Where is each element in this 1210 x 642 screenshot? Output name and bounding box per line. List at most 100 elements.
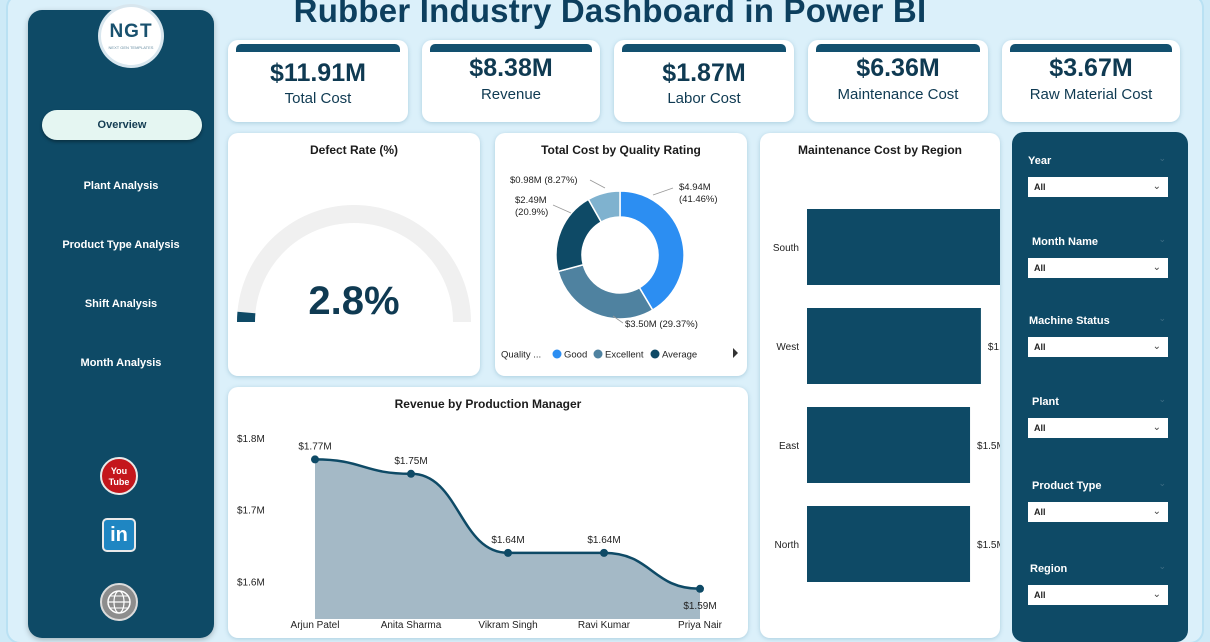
manager-axis-label: Priya Nair bbox=[678, 620, 723, 631]
donut-data-label: $4.94M bbox=[679, 182, 711, 193]
donut-slice-excellent[interactable] bbox=[557, 263, 654, 320]
chevron-down-icon[interactable]: ⌄ bbox=[1158, 561, 1166, 571]
revenue-point[interactable] bbox=[504, 548, 512, 557]
slicer-month-dropdown[interactable]: All ⌄ bbox=[1028, 258, 1168, 278]
chevron-down-icon: ⌄ bbox=[1152, 589, 1161, 600]
nav-overview[interactable]: Overview bbox=[42, 110, 202, 140]
legend-marker-good bbox=[552, 349, 562, 359]
slicer-machine-status-dropdown[interactable]: All ⌄ bbox=[1028, 337, 1168, 357]
legend-title: Quality ... bbox=[501, 350, 541, 361]
chevron-down-icon[interactable]: ⌄ bbox=[1158, 313, 1166, 323]
region-bar-value-label: $1.5M bbox=[977, 540, 1000, 551]
slicer-region-value: All bbox=[1034, 590, 1046, 600]
nav-month-analysis[interactable]: Month Analysis bbox=[80, 357, 162, 369]
revenue-data-label: $1.64M bbox=[491, 535, 524, 546]
kpi-label: Total Cost bbox=[284, 90, 352, 107]
nav-shift-analysis[interactable]: Shift Analysis bbox=[84, 298, 158, 310]
chevron-down-icon[interactable]: ⌄ bbox=[1158, 153, 1166, 163]
donut-slice-poor[interactable] bbox=[587, 190, 621, 223]
kpi-label: Revenue bbox=[480, 86, 542, 103]
legend-next-arrow-icon[interactable] bbox=[733, 348, 738, 358]
kpi-accent-bar bbox=[1010, 44, 1172, 52]
kpi-value: $6.36M bbox=[856, 54, 940, 82]
slicer-plant-label: Plant bbox=[1032, 396, 1059, 408]
kpi-label: Maintenance Cost bbox=[837, 86, 959, 103]
defect-rate-title: Defect Rate (%) bbox=[309, 143, 399, 157]
revenue-by-manager-card[interactable]: Revenue by Production Manager $1.77M Arju… bbox=[228, 387, 748, 638]
slicer-machine-status-label: Machine Status bbox=[1029, 315, 1110, 327]
donut-leader-line bbox=[652, 187, 674, 196]
slicer-product-type-dropdown[interactable]: All ⌄ bbox=[1028, 502, 1168, 522]
chevron-down-icon: ⌄ bbox=[1152, 181, 1161, 192]
maintenance-by-region-chart: South$1.8MWest$1.6MEast$1.5MNorth$1.5M bbox=[773, 209, 1000, 582]
region-bar-value-label: $1.6M bbox=[988, 342, 1000, 353]
cost-by-quality-title: Total Cost by Quality Rating bbox=[541, 143, 701, 157]
legend-marker-average bbox=[650, 349, 660, 359]
youtube-icon[interactable]: You Tube bbox=[100, 457, 138, 495]
page-title: Rubber Industry Dashboard in Power BI bbox=[293, 0, 927, 29]
region-bar-west[interactable] bbox=[807, 308, 981, 384]
legend-item-excellent[interactable]: Excellent bbox=[605, 350, 644, 361]
chevron-down-icon: ⌄ bbox=[1152, 422, 1161, 433]
donut-leader-line bbox=[612, 315, 624, 324]
donut-data-label: $3.50M (29.37%) bbox=[625, 319, 698, 330]
revenue-point[interactable] bbox=[696, 584, 704, 593]
chevron-down-icon[interactable]: ⌄ bbox=[1158, 234, 1166, 244]
slicer-plant-dropdown[interactable]: All ⌄ bbox=[1028, 418, 1168, 438]
slicer-month-label: Month Name bbox=[1032, 236, 1098, 248]
region-axis-label: East bbox=[779, 441, 799, 452]
revenue-data-label: $1.75M bbox=[394, 456, 427, 467]
chevron-down-icon[interactable]: ⌄ bbox=[1158, 394, 1166, 404]
kpi-accent-bar bbox=[622, 44, 786, 52]
gauge-value-arc bbox=[237, 311, 256, 322]
maintenance-by-region-card[interactable]: Maintenance Cost by Region South$1.8MWes… bbox=[760, 133, 1000, 638]
donut-leader-line bbox=[589, 179, 606, 189]
slicer-plant-value: All bbox=[1034, 423, 1046, 433]
legend-item-good[interactable]: Good bbox=[564, 350, 587, 361]
globe-icon bbox=[107, 590, 131, 614]
revenue-data-label: $1.64M bbox=[587, 535, 620, 546]
region-axis-label: North bbox=[775, 540, 799, 551]
chevron-down-icon: ⌄ bbox=[1152, 506, 1161, 517]
kpi-card-revenue: $8.38M Revenue bbox=[422, 40, 600, 122]
nav-product-type-analysis[interactable]: Product Type Analysis bbox=[62, 239, 180, 251]
region-bar-north[interactable] bbox=[807, 506, 971, 582]
linkedin-icon[interactable]: in bbox=[102, 518, 136, 552]
manager-axis-label: Vikram Singh bbox=[478, 620, 537, 631]
revenue-y-tick: $1.8M bbox=[237, 434, 265, 445]
donut-data-label: (20.9%) bbox=[515, 207, 548, 218]
gauge-value-text: 2.8% bbox=[308, 279, 399, 323]
slicer-region-dropdown[interactable]: All ⌄ bbox=[1028, 585, 1168, 605]
kpi-label: Raw Material Cost bbox=[1029, 86, 1153, 103]
manager-axis-label: Anita Sharma bbox=[381, 620, 442, 631]
website-globe-icon[interactable] bbox=[100, 583, 138, 621]
revenue-by-manager-title: Revenue by Production Manager bbox=[394, 397, 582, 411]
slicer-product-type-value: All bbox=[1034, 507, 1046, 517]
logo: NGT NEXT GEN TEMPLATES bbox=[98, 4, 164, 68]
defect-rate-card[interactable]: Defect Rate (%) 2.8% bbox=[228, 133, 480, 376]
legend-item-average[interactable]: Average bbox=[662, 350, 697, 361]
revenue-point[interactable] bbox=[407, 469, 415, 478]
revenue-point[interactable] bbox=[311, 455, 319, 464]
kpi-accent-bar bbox=[236, 44, 400, 52]
chevron-down-icon[interactable]: ⌄ bbox=[1158, 478, 1166, 488]
chevron-down-icon: ⌄ bbox=[1152, 262, 1161, 273]
logo-subtext: NEXT GEN TEMPLATES bbox=[108, 45, 154, 50]
donut-leader-line bbox=[552, 204, 572, 214]
cost-by-quality-donut: $4.94M(41.46%) $3.50M (29.37%) $2.49M(20.9… bbox=[501, 175, 738, 361]
revenue-line bbox=[314, 458, 701, 591]
region-bar-south[interactable] bbox=[807, 209, 1000, 285]
region-bar-value-label: $1.5M bbox=[977, 441, 1000, 452]
revenue-point[interactable] bbox=[600, 548, 608, 557]
kpi-value: $1.87M bbox=[662, 59, 746, 87]
slicer-year-dropdown[interactable]: All ⌄ bbox=[1028, 177, 1168, 197]
revenue-y-tick: $1.7M bbox=[237, 506, 265, 517]
donut-data-label: $0.98M (8.27%) bbox=[510, 175, 578, 186]
cost-by-quality-card[interactable]: Total Cost by Quality Rating $4.94M (41.4… bbox=[495, 133, 747, 376]
chevron-down-icon: ⌄ bbox=[1152, 341, 1161, 352]
nav-plant-analysis[interactable]: Plant Analysis bbox=[83, 180, 159, 192]
kpi-card-maintenance-cost: $6.36M Maintenance Cost bbox=[808, 40, 988, 122]
donut-slice-good[interactable] bbox=[619, 190, 685, 312]
region-bar-east[interactable] bbox=[807, 407, 971, 483]
defect-rate-gauge: 2.8% bbox=[237, 205, 471, 323]
